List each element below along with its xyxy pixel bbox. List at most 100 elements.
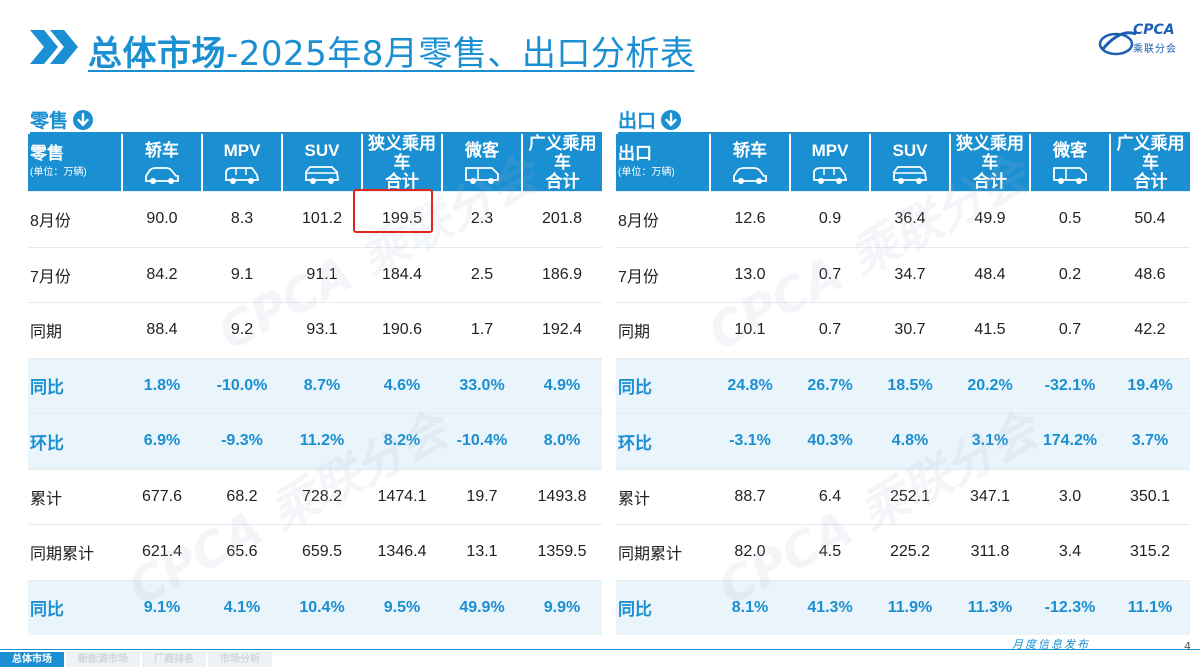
table-cell: 201.8	[522, 191, 602, 247]
table-cell: -3.1%	[710, 413, 790, 469]
table-cell: 4.5	[790, 524, 870, 580]
table-cell: 199.5	[362, 191, 442, 247]
table-cell: 82.0	[710, 524, 790, 580]
table-cell: 26.7%	[790, 357, 870, 414]
cpca-logo-icon	[1098, 31, 1137, 56]
table-cell: 42.2	[1110, 302, 1190, 358]
retail-section-header: 零售	[30, 106, 94, 133]
table-cell: 11.2%	[282, 413, 362, 469]
retail-column-label-line2: 合计	[545, 172, 580, 191]
table-cell: 49.9	[950, 191, 1030, 247]
table-cell: 9.9%	[522, 579, 602, 635]
table-cell: 90.0	[122, 191, 202, 247]
table-cell: -32.1%	[1030, 357, 1110, 414]
arrow-down-circle-icon	[73, 109, 94, 130]
retail-section-label: 零售	[30, 110, 69, 132]
footer-tab-nev[interactable]: 新能源市场	[66, 652, 140, 667]
table-cell: 621.4	[122, 524, 202, 580]
mpv-icon	[813, 166, 848, 184]
export-column-header: 狭义乘用车 合计	[949, 134, 1030, 192]
export-column-label: 广义乘用车	[1116, 134, 1185, 172]
row-label: 同比	[616, 579, 710, 635]
retail-corner-label: 零售	[30, 143, 64, 163]
logo-subtext: 乘联分会	[1133, 44, 1177, 55]
export-column-header: MPV	[789, 134, 870, 192]
row-label: 环比	[616, 413, 710, 469]
arrow-down-circle-icon	[661, 109, 682, 130]
footer-tab-ranking[interactable]: 厂商排名	[142, 652, 206, 667]
table-cell: 10.1	[710, 302, 790, 358]
table-cell: 10.4%	[282, 579, 362, 635]
row-label: 8月份	[616, 191, 710, 247]
retail-column-label: MPV	[223, 140, 261, 160]
export-column-label: 微客	[1053, 140, 1087, 160]
table-row: 累计 88.7 6.4 252.1 347.1 3.0 350.1	[616, 468, 1190, 525]
row-label: 同比	[616, 357, 710, 414]
table-cell: 12.6	[710, 191, 790, 247]
export-section-divider	[618, 132, 1190, 134]
table-cell: 174.2%	[1030, 413, 1110, 469]
export-column-label-line2: 合计	[973, 172, 1007, 191]
export-table: 出口 (单位：万辆) 轿车 MPV SUV 狭义乘用车 合计 微客 广义乘用车 合计 8月份 12.…	[616, 134, 1190, 635]
table-cell: 13.0	[710, 246, 790, 303]
table-cell: 88.7	[710, 468, 790, 525]
table-cell: 11.3%	[950, 579, 1030, 635]
footer-tab-overall[interactable]: 总体市场	[0, 652, 64, 667]
table-cell: 8.0%	[522, 413, 602, 469]
table-row: 8月份 12.6 0.9 36.4 49.9 0.5 50.4	[616, 191, 1190, 247]
minivan-icon	[465, 166, 499, 184]
table-cell: 1.7	[442, 302, 522, 358]
mpv-icon	[225, 166, 260, 184]
table-cell: 190.6	[362, 302, 442, 358]
minivan-icon	[1053, 166, 1087, 184]
table-cell: 1474.1	[362, 468, 442, 525]
sedan-icon	[733, 166, 767, 184]
table-cell: 315.2	[1110, 524, 1190, 580]
table-cell: 41.5	[950, 302, 1030, 358]
table-row: 同期累计 82.0 4.5 225.2 311.8 3.4 315.2	[616, 524, 1190, 580]
table-cell: 8.3	[202, 191, 282, 247]
table-cell: 2.3	[442, 191, 522, 247]
suv-icon	[305, 165, 340, 184]
sedan-icon	[145, 166, 179, 184]
table-cell: 65.6	[202, 524, 282, 580]
retail-unit-label: (单位：万辆)	[30, 166, 87, 178]
table-cell: 4.6%	[362, 357, 442, 414]
table-cell: 1359.5	[522, 524, 602, 580]
table-cell: 0.7	[790, 302, 870, 358]
table-cell: 41.3%	[790, 579, 870, 635]
table-cell: 9.1	[202, 246, 282, 303]
row-label: 同期累计	[28, 524, 122, 580]
table-cell: 3.0	[1030, 468, 1110, 525]
export-column-header: 轿车	[709, 134, 790, 192]
export-column-header: 广义乘用车 合计	[1109, 134, 1190, 192]
table-cell: 1493.8	[522, 468, 602, 525]
table-row: 同比 1.8% -10.0% 8.7% 4.6% 33.0% 4.9%	[28, 357, 602, 414]
export-column-label: 狭义乘用车	[956, 134, 1024, 172]
table-cell: 40.3%	[790, 413, 870, 469]
table-cell: 93.1	[282, 302, 362, 358]
table-cell: 6.9%	[122, 413, 202, 469]
table-row: 同比 8.1% 41.3% 11.9% 11.3% -12.3% 11.1%	[616, 579, 1190, 635]
row-label: 同期	[28, 302, 122, 358]
table-cell: 347.1	[950, 468, 1030, 525]
table-cell: 677.6	[122, 468, 202, 525]
table-cell: 9.1%	[122, 579, 202, 635]
table-cell: 88.4	[122, 302, 202, 358]
table-cell: 19.4%	[1110, 357, 1190, 414]
highlight-box	[353, 189, 433, 233]
table-cell: 24.8%	[710, 357, 790, 414]
table-row: 7月份 13.0 0.7 34.7 48.4 0.2 48.6	[616, 246, 1190, 303]
retail-column-header: 微客	[441, 134, 522, 192]
table-cell: 48.6	[1110, 246, 1190, 303]
footer-tab-analysis[interactable]: 市场分析	[208, 652, 272, 667]
table-cell: 4.1%	[202, 579, 282, 635]
table-cell: -9.3%	[202, 413, 282, 469]
export-column-header: SUV	[869, 134, 950, 192]
export-section-header: 出口	[618, 106, 682, 133]
table-cell: 4.8%	[870, 413, 950, 469]
retail-column-label: 狭义乘用车	[368, 134, 436, 172]
table-cell: 3.1%	[950, 413, 1030, 469]
row-label: 同比	[28, 579, 122, 635]
row-label: 同比	[28, 357, 122, 414]
